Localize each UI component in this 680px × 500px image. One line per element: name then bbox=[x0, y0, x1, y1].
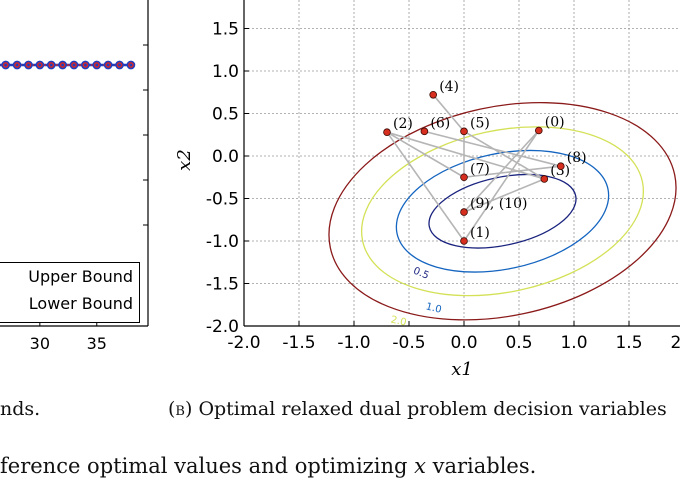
decision-variable-point bbox=[460, 127, 468, 136]
point-label: (4) bbox=[439, 79, 459, 95]
left-subfigure-caption: nds. bbox=[0, 398, 41, 420]
contour-label-background bbox=[388, 315, 410, 327]
y-tick-label: -0.5 bbox=[206, 190, 239, 210]
y-tick-label: 1.5 bbox=[212, 20, 239, 40]
decision-variable-point bbox=[556, 162, 565, 171]
contour-label: 2.0 bbox=[390, 315, 408, 329]
contour-label-background bbox=[423, 302, 445, 314]
x-tick-label: 0.0 bbox=[450, 333, 477, 353]
x-tick-label: 2.0 bbox=[670, 333, 680, 353]
iteration-path-segment bbox=[432, 94, 465, 132]
x-tick-label: 1.0 bbox=[560, 333, 587, 353]
right-subfigure-caption: (b) Optimal relaxed dual problem decisio… bbox=[168, 398, 667, 420]
lower-bound-point bbox=[129, 63, 133, 67]
caption-text-end: variables. bbox=[425, 454, 537, 478]
left-x-tick-label: 30 bbox=[30, 334, 50, 353]
y-tick-label: 0.0 bbox=[212, 147, 239, 167]
point-label: (1) bbox=[470, 225, 490, 241]
lower-bound-point bbox=[61, 63, 65, 67]
iteration-path-segment bbox=[463, 178, 545, 213]
x-axis-label: x1 bbox=[451, 359, 473, 380]
decision-variable-point bbox=[383, 128, 391, 137]
contour-label-background bbox=[410, 267, 432, 279]
caption-text-start: ference optimal values and optimizing bbox=[0, 454, 415, 478]
point-label: (3) bbox=[550, 163, 570, 179]
lower-bound-point bbox=[27, 63, 30, 67]
lower-bound-point bbox=[118, 63, 121, 67]
right-chart-panel: 0.5 1.0 2.0 (0) (1) (2) (3) (4) (5) (6) (7) (8) (9),… bbox=[174, 0, 680, 380]
subfigure-caption-text: Optimal relaxed dual problem decision va… bbox=[198, 398, 667, 420]
x-tick-label: 0.5 bbox=[505, 333, 532, 353]
x-tick-label: -1.5 bbox=[282, 333, 315, 353]
lower-bound-point bbox=[95, 63, 99, 67]
lower-bound-point bbox=[106, 63, 110, 67]
y-tick-label: -1.5 bbox=[206, 275, 239, 295]
point-label: (8) bbox=[567, 150, 587, 166]
lower-bound-point bbox=[38, 63, 42, 67]
legend-entry-upper-bound: Upper Bound bbox=[28, 267, 133, 286]
y-tick-label: -2.0 bbox=[206, 317, 239, 337]
point-label: (0) bbox=[545, 115, 565, 131]
lower-bound-point bbox=[83, 63, 87, 67]
iteration-path-segment bbox=[463, 130, 545, 180]
caption-variable: x bbox=[414, 454, 426, 478]
decision-variable-point bbox=[460, 237, 468, 245]
left-x-tick-label: 35 bbox=[87, 334, 107, 353]
point-label: (5) bbox=[470, 115, 490, 131]
iteration-path-segment bbox=[463, 129, 540, 213]
y-tick-label: -1.0 bbox=[206, 232, 239, 252]
decision-variable-point bbox=[534, 126, 543, 135]
decision-variable-point bbox=[420, 127, 429, 136]
lower-bound-point bbox=[49, 63, 53, 67]
contour-group bbox=[328, 101, 677, 321]
point-label: (6) bbox=[430, 115, 450, 131]
contour-line bbox=[360, 126, 645, 297]
lower-bound-point bbox=[72, 63, 76, 67]
y-tick-label: 1.0 bbox=[212, 62, 239, 82]
decision-variable-point bbox=[540, 175, 549, 183]
x-tick-label: -2.0 bbox=[227, 333, 260, 353]
left-chart-panel: 30 35 bbox=[0, 0, 149, 353]
lower-bound-point bbox=[15, 63, 19, 67]
y-tick-label: 0.5 bbox=[212, 105, 239, 125]
figure-caption: ference optimal values and optimizing x … bbox=[0, 454, 536, 478]
decision-variable-point bbox=[429, 91, 438, 99]
x-tick-label: -1.0 bbox=[337, 333, 370, 353]
x-tick-label: 1.5 bbox=[615, 333, 642, 353]
contour-line bbox=[328, 101, 677, 321]
decision-variable-point bbox=[460, 173, 468, 182]
iteration-path-segment bbox=[386, 131, 465, 242]
point-label: (2) bbox=[393, 116, 413, 132]
y-axis-label: x2 bbox=[174, 149, 195, 171]
iteration-path-segment bbox=[386, 131, 465, 178]
x-tick-label: -0.5 bbox=[392, 333, 425, 353]
iteration-path-segment bbox=[463, 165, 561, 179]
lower-bound-point bbox=[4, 63, 8, 67]
iteration-path-segment bbox=[463, 130, 540, 242]
contour-line bbox=[395, 149, 610, 273]
subfigure-label: (b) bbox=[168, 398, 193, 420]
legend: Upper Bound Lower Bound bbox=[0, 262, 140, 323]
legend-entry-lower-bound: Lower Bound bbox=[28, 294, 133, 313]
point-label: (9), (10) bbox=[470, 196, 527, 212]
decision-variable-point bbox=[460, 208, 468, 216]
contour-label: 1.0 bbox=[425, 301, 443, 316]
point-label: (7) bbox=[470, 161, 490, 177]
